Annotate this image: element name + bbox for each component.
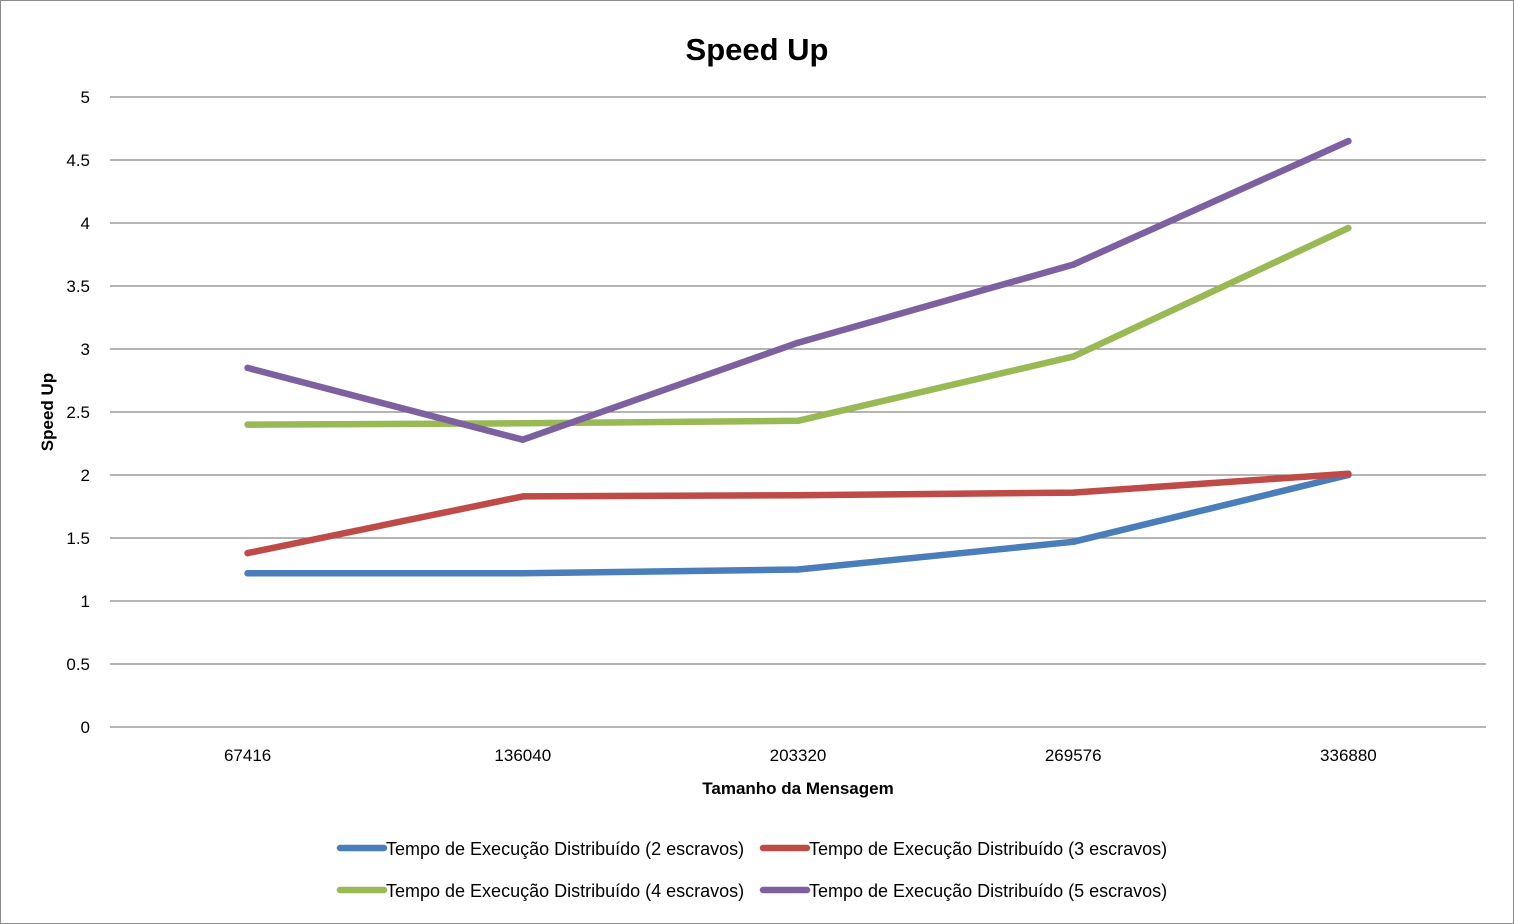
y-tick-label: 0.5 xyxy=(66,655,90,674)
x-axis-title: Tamanho da Mensagem xyxy=(702,779,893,798)
y-tick-label: 1.5 xyxy=(66,529,90,548)
legend-label: Tempo de Execução Distribuído (2 escravo… xyxy=(386,839,744,859)
x-tick-label: 67416 xyxy=(224,746,271,765)
data-point xyxy=(1345,224,1352,232)
x-tick-label: 336880 xyxy=(1320,746,1377,765)
y-tick-label: 4.5 xyxy=(66,151,90,170)
data-point xyxy=(794,417,802,425)
chart-legend: Tempo de Execução Distribuído (2 escravo… xyxy=(336,839,1167,901)
data-point xyxy=(1345,137,1352,145)
x-tick-label: 203320 xyxy=(770,746,827,765)
data-point xyxy=(519,436,526,443)
x-tick-label: 269576 xyxy=(1045,746,1102,765)
y-tick-label: 2 xyxy=(81,466,90,485)
gridlines xyxy=(110,96,1486,728)
y-tick-label: 3.5 xyxy=(66,277,90,296)
x-tick-label: 136040 xyxy=(494,746,551,765)
y-tick-label: 4 xyxy=(81,214,90,233)
data-point xyxy=(244,570,251,577)
legend-label: Tempo de Execução Distribuído (3 escravo… xyxy=(809,839,1167,859)
data-point xyxy=(519,493,526,500)
series-lines xyxy=(244,137,1352,577)
y-tick-label: 5 xyxy=(81,88,90,107)
y-axis-title: Speed Up xyxy=(38,373,57,451)
data-point xyxy=(244,421,251,428)
series-line-1 xyxy=(244,471,1352,577)
y-axis-ticks: 0 0.5 1 1.5 2 2.5 3 3.5 4 4.5 5 xyxy=(66,88,90,737)
x-axis-ticks: 67416 136040 203320 269576 336880 xyxy=(224,746,1377,765)
data-point xyxy=(244,364,251,372)
data-point xyxy=(794,566,802,573)
data-point xyxy=(794,339,802,346)
data-point xyxy=(244,549,251,557)
y-tick-label: 3 xyxy=(81,340,90,359)
legend-label: Tempo de Execução Distribuído (5 escravo… xyxy=(809,881,1167,901)
data-point xyxy=(519,420,526,427)
y-tick-label: 1 xyxy=(81,592,90,611)
data-point xyxy=(1070,489,1077,496)
series-line-4 xyxy=(244,137,1352,443)
legend-label: Tempo de Execução Distribuído (4 escravo… xyxy=(386,881,744,901)
data-point xyxy=(1070,538,1077,545)
data-point xyxy=(1070,353,1077,360)
chart-title: Speed Up xyxy=(686,32,829,67)
y-tick-label: 0 xyxy=(81,718,90,737)
series-line-3 xyxy=(244,224,1352,428)
data-point xyxy=(519,570,526,577)
y-tick-label: 2.5 xyxy=(66,403,90,422)
data-point xyxy=(794,491,802,499)
data-point xyxy=(1345,470,1352,477)
data-point xyxy=(1070,261,1077,268)
